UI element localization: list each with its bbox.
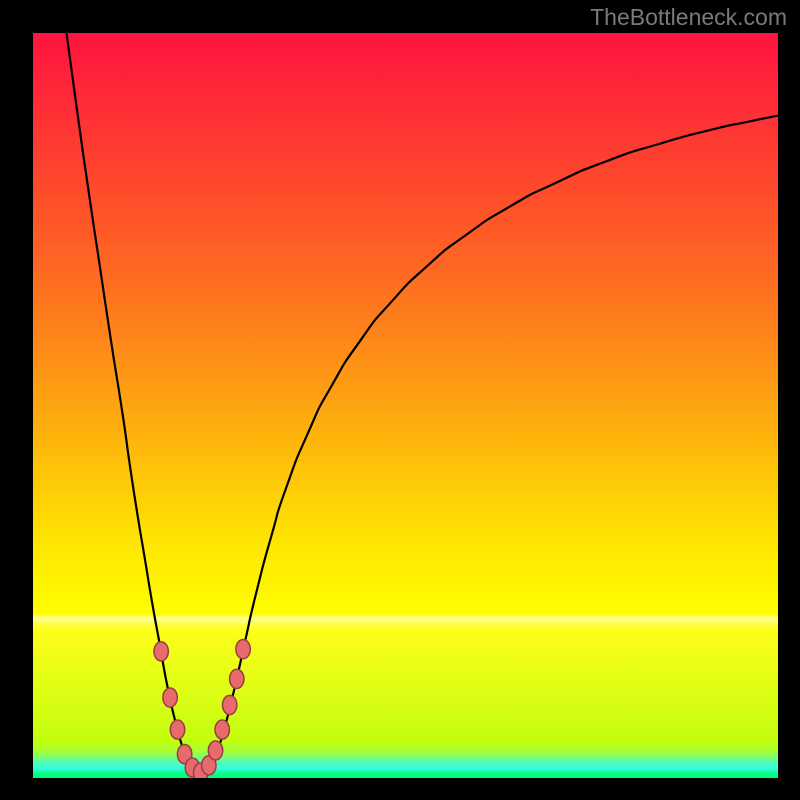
heat-gradient — [33, 33, 778, 778]
chart-stage: TheBottleneck.com — [0, 0, 800, 800]
watermark-text: TheBottleneck.com — [590, 4, 787, 31]
plot-area — [33, 33, 778, 778]
